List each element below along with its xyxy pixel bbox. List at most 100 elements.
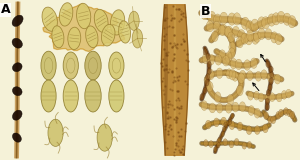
Ellipse shape [284, 108, 289, 115]
Ellipse shape [214, 92, 221, 102]
Ellipse shape [225, 26, 233, 37]
Ellipse shape [283, 13, 291, 25]
Ellipse shape [225, 52, 232, 62]
Ellipse shape [205, 80, 209, 86]
Ellipse shape [206, 81, 213, 92]
Ellipse shape [229, 141, 234, 148]
Ellipse shape [236, 37, 244, 48]
Ellipse shape [223, 56, 230, 66]
Ellipse shape [248, 91, 254, 100]
Ellipse shape [226, 69, 232, 79]
Ellipse shape [208, 11, 216, 24]
Ellipse shape [41, 80, 56, 112]
Ellipse shape [258, 28, 265, 40]
Ellipse shape [221, 117, 226, 126]
Ellipse shape [52, 26, 64, 48]
Ellipse shape [268, 14, 276, 26]
Ellipse shape [258, 93, 264, 102]
Ellipse shape [228, 13, 236, 25]
Ellipse shape [266, 90, 270, 96]
Ellipse shape [246, 21, 254, 33]
Ellipse shape [68, 27, 81, 50]
Ellipse shape [271, 32, 278, 43]
Ellipse shape [12, 87, 22, 96]
Ellipse shape [248, 106, 254, 116]
Ellipse shape [242, 142, 247, 149]
Ellipse shape [12, 110, 22, 120]
Ellipse shape [12, 15, 23, 26]
Ellipse shape [214, 14, 221, 26]
Ellipse shape [244, 60, 251, 70]
Ellipse shape [214, 147, 217, 152]
Ellipse shape [265, 104, 269, 110]
Ellipse shape [268, 84, 272, 91]
Ellipse shape [206, 120, 211, 129]
Ellipse shape [42, 7, 57, 31]
Ellipse shape [238, 73, 245, 84]
Ellipse shape [268, 73, 274, 83]
Ellipse shape [255, 71, 262, 81]
Ellipse shape [258, 17, 266, 29]
Ellipse shape [268, 116, 273, 124]
Ellipse shape [208, 54, 214, 65]
Ellipse shape [76, 3, 91, 29]
Ellipse shape [274, 74, 281, 84]
Ellipse shape [228, 32, 235, 43]
Ellipse shape [132, 29, 143, 48]
Ellipse shape [245, 34, 253, 45]
Ellipse shape [262, 124, 268, 133]
Ellipse shape [251, 19, 259, 31]
Ellipse shape [264, 112, 268, 120]
Ellipse shape [59, 3, 73, 26]
Ellipse shape [217, 103, 223, 113]
Ellipse shape [277, 11, 285, 24]
Polygon shape [161, 5, 188, 155]
Ellipse shape [265, 94, 271, 102]
Ellipse shape [281, 90, 287, 99]
Ellipse shape [269, 78, 273, 84]
Ellipse shape [231, 113, 234, 118]
Ellipse shape [226, 103, 232, 113]
Ellipse shape [232, 102, 239, 112]
Ellipse shape [271, 116, 276, 124]
Ellipse shape [234, 138, 239, 145]
Ellipse shape [200, 94, 204, 100]
Ellipse shape [279, 109, 283, 117]
Ellipse shape [202, 53, 209, 64]
Ellipse shape [118, 21, 130, 43]
Ellipse shape [232, 71, 238, 81]
Ellipse shape [94, 9, 108, 32]
Ellipse shape [229, 42, 236, 52]
Ellipse shape [209, 103, 216, 113]
Ellipse shape [262, 17, 270, 29]
Ellipse shape [201, 101, 208, 111]
Ellipse shape [207, 69, 214, 80]
Ellipse shape [216, 139, 221, 146]
Ellipse shape [41, 51, 56, 80]
Polygon shape [43, 4, 125, 51]
Ellipse shape [207, 68, 211, 74]
Ellipse shape [206, 53, 210, 60]
Ellipse shape [270, 72, 274, 78]
Ellipse shape [201, 7, 208, 20]
Ellipse shape [48, 119, 63, 146]
Ellipse shape [63, 80, 78, 112]
Ellipse shape [254, 108, 260, 118]
Ellipse shape [229, 69, 236, 80]
Ellipse shape [276, 111, 281, 119]
Ellipse shape [238, 30, 245, 41]
Ellipse shape [110, 10, 125, 35]
Ellipse shape [218, 25, 225, 36]
Ellipse shape [275, 33, 282, 45]
Ellipse shape [12, 63, 22, 72]
Ellipse shape [272, 13, 280, 25]
Ellipse shape [239, 70, 246, 80]
Ellipse shape [232, 26, 240, 38]
Ellipse shape [228, 48, 235, 58]
Ellipse shape [214, 118, 219, 127]
Ellipse shape [254, 91, 260, 100]
Ellipse shape [235, 59, 242, 70]
Ellipse shape [269, 66, 273, 72]
Ellipse shape [86, 26, 98, 48]
Ellipse shape [254, 31, 261, 42]
